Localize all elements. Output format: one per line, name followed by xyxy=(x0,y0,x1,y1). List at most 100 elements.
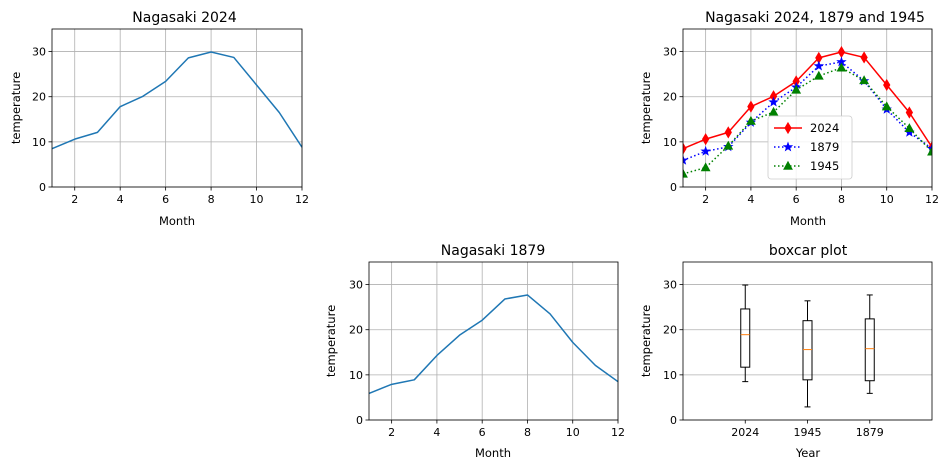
series-line xyxy=(52,51,302,150)
data-point-1879 xyxy=(683,154,689,165)
x-tick-label: 6 xyxy=(479,426,486,439)
y-tick-label: 30 xyxy=(32,46,46,59)
x-axis-label: Month xyxy=(790,214,826,228)
x-axis-label: Month xyxy=(159,214,195,228)
x-tick-label: 6 xyxy=(162,193,169,206)
chart-title: Nagasaki 2024 xyxy=(132,10,237,26)
data-point-1945 xyxy=(836,62,847,72)
series-line-2024 xyxy=(683,51,932,150)
chart-title: boxcar plot xyxy=(769,243,848,259)
legend: 2024 1879 1945 xyxy=(767,115,853,180)
data-point-1945 xyxy=(927,146,932,156)
legend-marker-1879 xyxy=(782,141,794,152)
legend-label-1945: 1945 xyxy=(810,159,839,173)
y-tick-label: 0 xyxy=(670,181,677,194)
data-point-1945 xyxy=(813,70,824,80)
axes-frame xyxy=(682,28,933,188)
x-tick-label: 2 xyxy=(71,193,78,206)
y-tick-label: 30 xyxy=(349,279,363,292)
x-axis-label: Month xyxy=(475,446,511,460)
data-point-1945 xyxy=(723,140,734,150)
y-tick-label: 0 xyxy=(39,181,46,194)
plot-area: 0 10 20 30 2024 1945 1879 xyxy=(663,261,933,439)
x-tick-label: 10 xyxy=(250,193,264,206)
y-tick-label: 30 xyxy=(663,279,677,292)
x-tick-label: 2024 xyxy=(731,426,759,439)
series-layer xyxy=(369,294,618,395)
y-tick-label: 10 xyxy=(663,136,677,149)
data-point-2024 xyxy=(747,100,755,113)
data-point-2024 xyxy=(683,142,687,155)
x-tick-label: 6 xyxy=(793,193,800,206)
x-tick-label: 4 xyxy=(117,193,124,206)
legend-marker-2024 xyxy=(784,121,792,135)
box-iqr xyxy=(802,320,813,381)
x-tick-label: 12 xyxy=(295,193,309,206)
chart-title: Nagasaki 1879 xyxy=(441,243,545,259)
y-tick-label: 30 xyxy=(663,46,677,59)
data-point-2024 xyxy=(701,133,710,146)
y-tick-label: 20 xyxy=(349,324,363,337)
legend-label-1879: 1879 xyxy=(810,140,839,154)
y-tick-label: 20 xyxy=(32,91,46,104)
axes-frame xyxy=(51,28,303,188)
data-point-1945 xyxy=(746,115,756,125)
plot-area: 0 10 20 30 2 4 6 8 10 12 2024 1879 1945 xyxy=(663,28,939,206)
series-line xyxy=(369,294,618,395)
x-tick-label: 4 xyxy=(747,193,754,206)
y-axis-label: temperature xyxy=(639,72,653,144)
y-axis-label: temperature xyxy=(9,72,23,144)
y-tick-label: 0 xyxy=(670,414,677,427)
box-layer xyxy=(740,284,875,408)
x-tick-label: 8 xyxy=(524,426,531,439)
chart-boxcar: boxcar plot Year temperature 0 10 20 30 2024… xyxy=(639,243,933,460)
x-tick-label: 12 xyxy=(611,426,625,439)
legend-label-2024: 2024 xyxy=(810,121,839,135)
y-axis-label: temperature xyxy=(324,305,338,377)
data-point-1945 xyxy=(683,168,688,178)
axes-frame xyxy=(368,261,619,421)
series-layer xyxy=(683,45,932,178)
data-point-1945 xyxy=(859,75,869,85)
y-tick-label: 10 xyxy=(349,369,363,382)
chart-title: Nagasaki 2024, 1879 and 1945 xyxy=(705,10,925,26)
data-point-1945 xyxy=(768,106,779,116)
x-tick-label: 4 xyxy=(433,426,440,439)
y-tick-label: 0 xyxy=(356,414,363,427)
data-point-1879 xyxy=(813,60,825,71)
y-tick-label: 10 xyxy=(32,136,46,149)
y-tick-label: 10 xyxy=(663,369,677,382)
data-point-1945 xyxy=(700,162,711,172)
y-axis-label: temperature xyxy=(639,305,653,377)
y-tick-label: 20 xyxy=(663,324,677,337)
plot-area: 0 10 20 30 2 4 6 8 10 12 xyxy=(32,28,309,206)
chart-nagasaki-comparison: Nagasaki 2024, 1879 and 1945 Month tempe… xyxy=(639,10,939,228)
x-tick-label: 8 xyxy=(838,193,845,206)
box-iqr xyxy=(864,318,875,382)
plot-area: 0 10 20 30 2 4 6 8 10 12 xyxy=(349,261,625,439)
x-tick-label: 1945 xyxy=(794,426,822,439)
x-tick-label: 10 xyxy=(880,193,894,206)
data-point-1879 xyxy=(768,96,779,107)
chart-nagasaki-1879: Nagasaki 1879 Month temperature 0 10 20 30 2… xyxy=(324,243,625,460)
legend-marker-1945 xyxy=(783,160,793,170)
data-point-1879 xyxy=(700,145,711,156)
box-iqr xyxy=(740,308,751,368)
data-point-1945 xyxy=(881,101,892,111)
chart-nagasaki-2024: Nagasaki 2024 Month temperature 0 10 20 30 2… xyxy=(9,10,309,228)
data-point-2024 xyxy=(724,126,732,139)
x-tick-label: 8 xyxy=(208,193,215,206)
data-point-2024 xyxy=(905,106,914,119)
data-point-2024 xyxy=(883,78,891,92)
x-axis-label: Year xyxy=(795,446,821,460)
series-layer xyxy=(52,51,302,150)
data-point-1945 xyxy=(791,84,802,94)
x-tick-label: 12 xyxy=(925,193,939,206)
x-tick-label: 1879 xyxy=(856,426,884,439)
data-point-2024 xyxy=(860,51,868,64)
x-tick-label: 10 xyxy=(566,426,580,439)
x-tick-label: 2 xyxy=(388,426,395,439)
y-tick-label: 20 xyxy=(663,91,677,104)
data-point-1945 xyxy=(904,123,915,133)
